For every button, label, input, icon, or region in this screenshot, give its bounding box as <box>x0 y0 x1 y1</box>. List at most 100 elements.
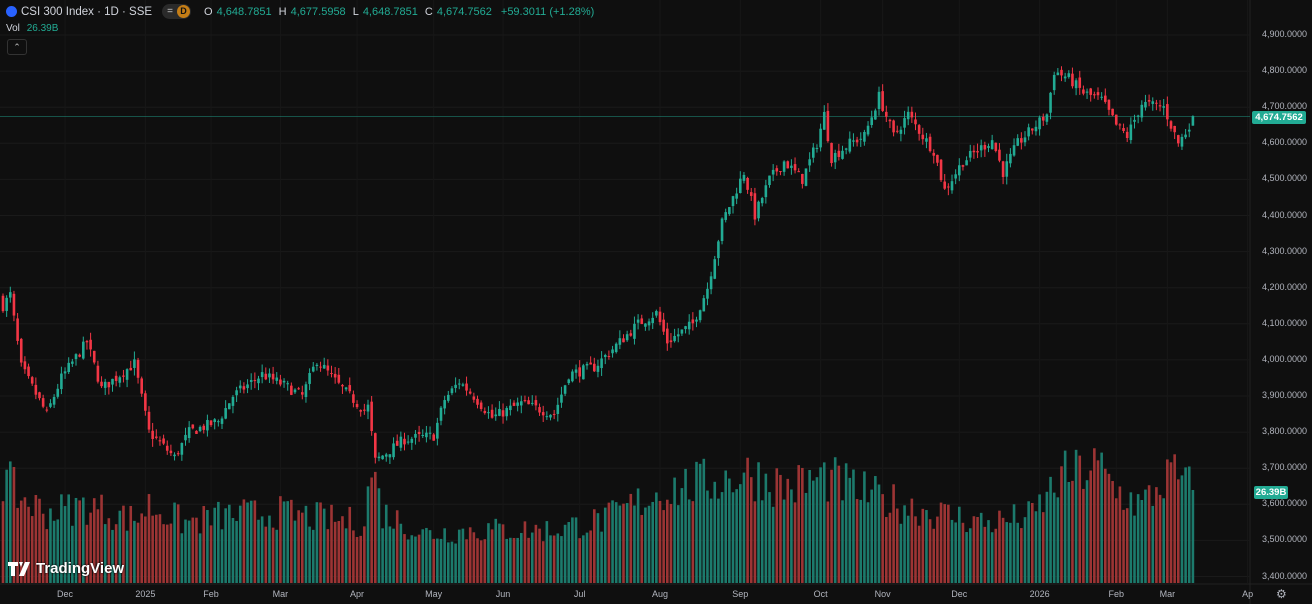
candle-body <box>19 338 23 363</box>
candle-body <box>377 456 381 459</box>
volume-bar <box>275 529 279 583</box>
volume-bar <box>476 538 479 583</box>
volume-bar <box>585 532 589 583</box>
volume-bar <box>264 526 268 583</box>
volume-label: Vol <box>6 23 20 34</box>
time-tick-label: Nov <box>874 589 891 599</box>
candle-body <box>1125 131 1129 139</box>
candle-body <box>297 388 300 390</box>
candle-body <box>979 145 983 151</box>
volume-bar <box>968 528 972 583</box>
candle-body <box>487 412 490 414</box>
volume-bar <box>253 500 257 583</box>
market-status-pill[interactable]: = D <box>162 4 192 19</box>
volume-bar <box>676 505 680 583</box>
volume-bar <box>1184 467 1187 583</box>
candle-body <box>1089 88 1092 95</box>
time-tick-label: Mar <box>1159 589 1176 599</box>
volume-bar <box>746 457 749 583</box>
candle-body <box>447 394 450 401</box>
volume-bar <box>965 532 968 583</box>
symbol-title[interactable]: CSI 300 Index · 1D · SSE <box>21 5 153 18</box>
candle-body <box>841 150 844 159</box>
candle-body <box>16 318 19 341</box>
candle-body <box>290 385 293 395</box>
volume-bar <box>92 498 96 583</box>
volume-bar <box>1187 466 1191 583</box>
tradingview-logo[interactable]: TradingView <box>8 560 124 577</box>
volume-bar <box>421 529 425 583</box>
candle-body <box>443 400 446 409</box>
candle-body <box>1063 76 1067 79</box>
candle-body <box>352 394 355 403</box>
volume-bar <box>560 536 563 583</box>
candle-body <box>1074 80 1078 89</box>
volume-bar <box>651 501 654 583</box>
candle-body <box>822 111 826 130</box>
candle-body <box>614 343 618 353</box>
candle-body <box>1 295 5 312</box>
candle-body <box>414 433 417 438</box>
volume-bar <box>374 471 377 583</box>
volume-bar <box>1001 517 1005 583</box>
volume-bar <box>669 503 673 583</box>
candle-body <box>165 445 169 451</box>
current-volume-tag: 26.39B <box>1254 486 1288 499</box>
volume-bar <box>976 517 979 583</box>
candle-body <box>782 161 786 172</box>
volume-bar <box>498 523 501 583</box>
price-tick-label: 4,400.0000 <box>1262 209 1308 220</box>
candle-body <box>958 165 961 176</box>
volume-bar <box>129 505 133 583</box>
candle-body <box>450 388 454 394</box>
volume-bar <box>764 473 768 583</box>
volume-bar <box>1191 490 1195 583</box>
candle-body <box>925 138 928 142</box>
volume-bar <box>85 524 89 583</box>
volume-bar <box>735 489 738 583</box>
candle-body <box>819 128 822 148</box>
volume-bar <box>392 528 395 583</box>
volume-bar <box>1180 475 1184 583</box>
volume-bar <box>684 468 687 583</box>
volume-bar <box>782 499 786 583</box>
collapse-legend-button[interactable]: ⌃ <box>7 39 27 55</box>
candle-body <box>1041 116 1045 121</box>
candle-body <box>1020 138 1023 143</box>
volume-bar <box>1096 460 1100 583</box>
candle-body <box>709 276 713 290</box>
candle-body <box>60 373 63 390</box>
candle-body <box>242 386 246 390</box>
candle-body <box>395 440 399 446</box>
candle-body <box>976 151 979 153</box>
volume-bar <box>516 537 519 583</box>
volume-bar <box>775 468 779 583</box>
candle-body <box>129 367 133 371</box>
volume-bar <box>162 524 165 583</box>
volume-bar <box>315 502 319 583</box>
volume-bar <box>1012 504 1016 583</box>
volume-bar <box>428 530 432 583</box>
candle-body <box>647 321 651 326</box>
candle-body <box>881 91 884 111</box>
volume-bar <box>596 513 600 583</box>
candle-body <box>92 350 96 363</box>
settings-gear-icon[interactable]: ⚙ <box>1276 587 1287 601</box>
candle-body <box>669 340 673 343</box>
price-tick-label: 4,500.0000 <box>1262 173 1308 184</box>
volume-bar <box>1 501 5 583</box>
volume-bar <box>998 510 1001 583</box>
candle-body <box>220 418 224 424</box>
volume-bar <box>71 525 74 583</box>
candle-body <box>1107 99 1111 110</box>
candle-body <box>125 369 129 380</box>
candle-body <box>195 430 198 434</box>
volume-bar <box>176 504 180 583</box>
candle-body <box>406 441 410 443</box>
volume-bar <box>366 486 370 583</box>
volume-bar <box>925 510 928 583</box>
volume-bar <box>786 478 790 583</box>
volume-bar <box>209 525 213 583</box>
volume-bar <box>757 462 760 583</box>
